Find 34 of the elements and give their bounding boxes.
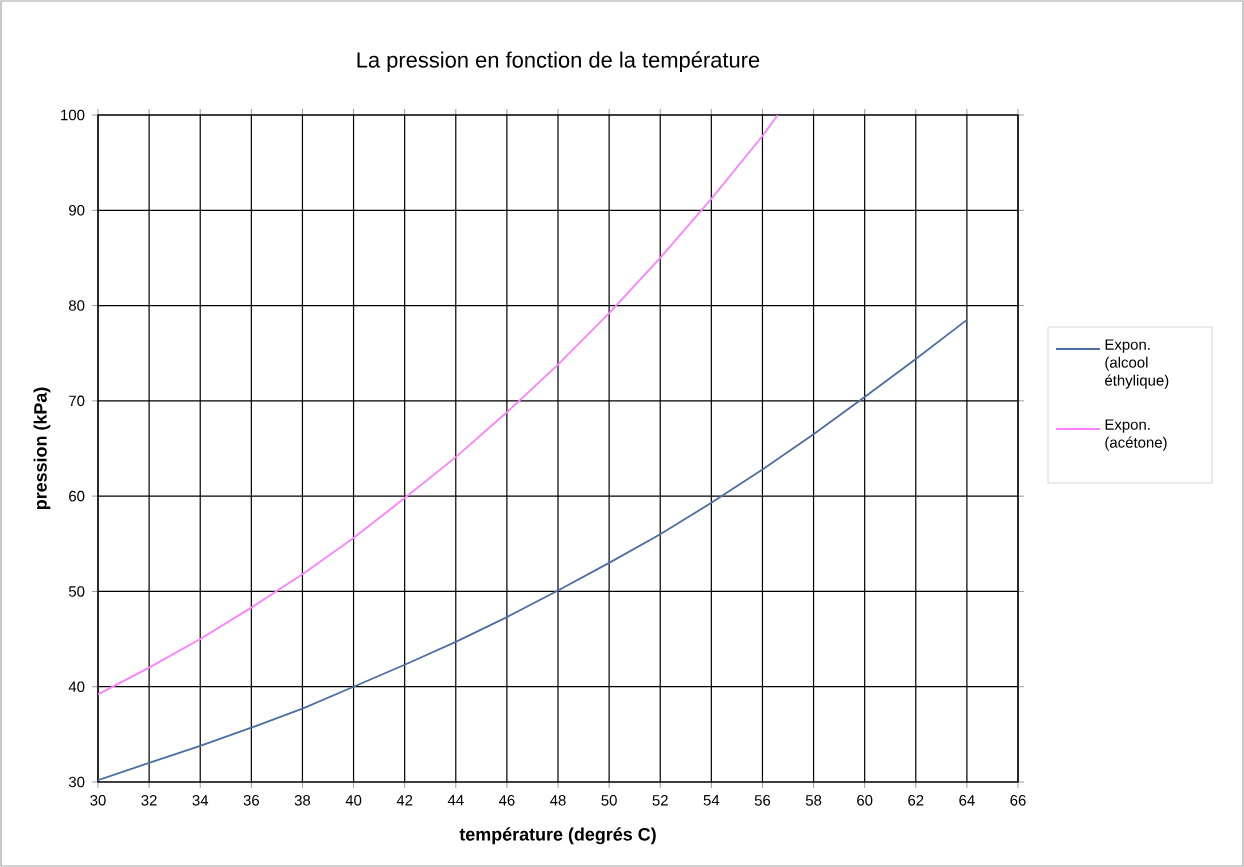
x-tick-label: 32 [141, 795, 157, 806]
x-tick-label: 46 [498, 795, 515, 806]
chart-title: La pression en fonction de la température [357, 51, 760, 72]
x-tick-label: 66 [1010, 795, 1026, 806]
x-tick-label: 62 [908, 795, 924, 806]
x-tick-label: 60 [857, 795, 873, 806]
legend-label: Expon. (alcool éthylique) [1105, 339, 1169, 389]
y-axis-title: pression (kPa) [33, 387, 51, 510]
y-tick-label: 70 [69, 395, 85, 407]
x-tick-label: 50 [601, 795, 617, 806]
x-tick-label: 42 [396, 795, 413, 806]
x-tick-label: 64 [959, 795, 975, 806]
x-tick-label: 54 [703, 795, 720, 806]
x-tick-label: 56 [754, 795, 771, 806]
line-series [98, 318, 968, 781]
x-tick-label: 34 [192, 795, 209, 806]
x-tick-label: 40 [345, 795, 362, 806]
x-tick-label: 58 [805, 795, 822, 806]
x-tick-label: 48 [550, 795, 566, 806]
x-tick-label: 44 [447, 795, 464, 806]
line-series [98, 115, 779, 696]
y-tick-label: 50 [68, 586, 85, 597]
x-tick-label: 38 [294, 795, 311, 806]
y-tick-label: 100 [61, 109, 85, 121]
x-tick-label: 36 [243, 795, 259, 806]
x-tick-label: 52 [652, 795, 668, 806]
y-tick-label: 60 [69, 490, 85, 502]
y-tick-label: 40 [68, 681, 85, 693]
x-axis-title: température (degrés C) [459, 827, 656, 845]
x-tick-label: 30 [90, 795, 106, 806]
legend-label: Expon. (acétone) [1105, 419, 1167, 451]
y-tick-label: 30 [68, 776, 85, 788]
y-tick-label: 90 [69, 204, 85, 216]
y-tick-label: 80 [68, 300, 85, 311]
